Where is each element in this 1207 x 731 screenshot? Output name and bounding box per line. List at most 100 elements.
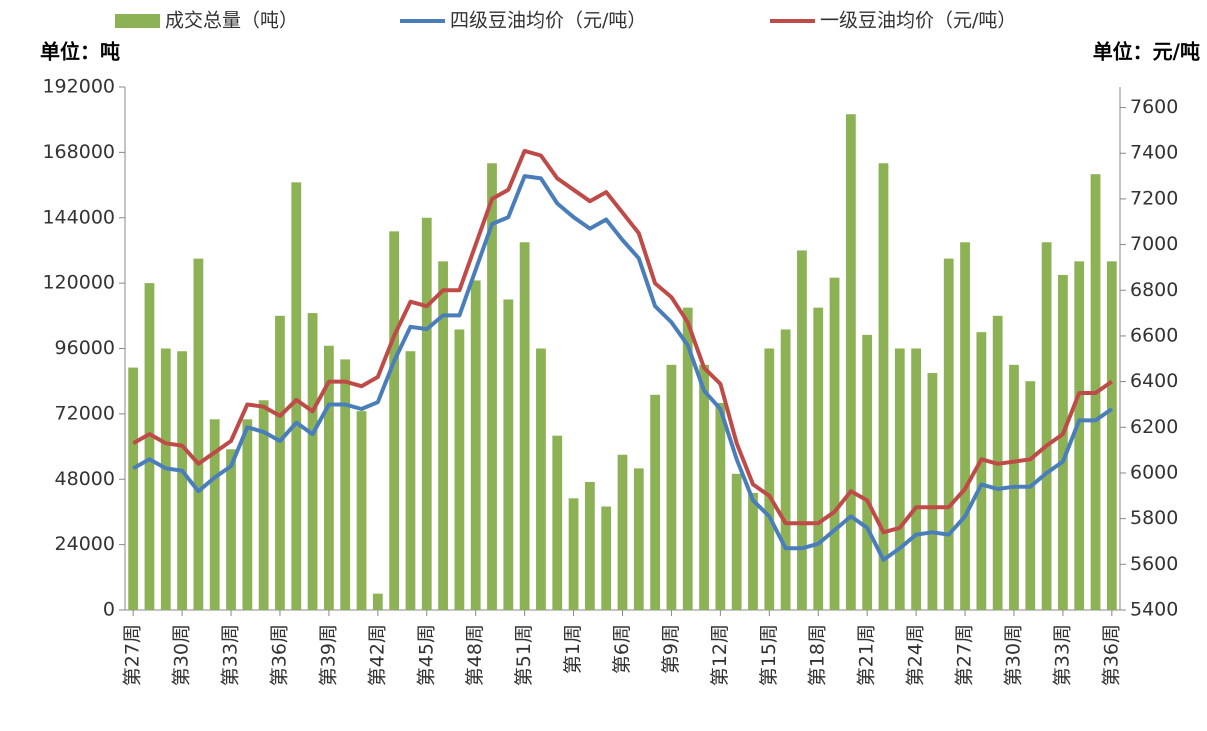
bar [160, 348, 171, 610]
y-tick-label: 72000 [55, 402, 115, 424]
y2-tick-label: 6600 [1130, 324, 1178, 346]
bar [226, 449, 236, 610]
x-tick-label: 第24周 [905, 624, 927, 686]
x-tick-label: 第51周 [513, 624, 535, 686]
bar [764, 348, 775, 610]
bar [731, 473, 742, 610]
bar [584, 481, 595, 610]
x-tick-label: 第27周 [954, 624, 976, 686]
x-tick-label: 第36周 [268, 624, 290, 686]
bar [356, 411, 367, 610]
y2-tick-label: 7200 [1130, 187, 1178, 209]
x-tick-label: 第21周 [856, 624, 878, 686]
y-tick-label: 96000 [55, 337, 115, 359]
bar [438, 261, 448, 610]
y2-tick-label: 7600 [1130, 96, 1178, 118]
x-tick-label: 第33周 [1051, 624, 1073, 686]
bar [943, 258, 954, 610]
bar [1074, 261, 1085, 610]
bar [699, 364, 709, 610]
bar [324, 345, 334, 610]
bar [470, 280, 481, 610]
line [132, 148, 1113, 535]
bar [927, 373, 938, 610]
bar [487, 163, 497, 611]
bar [878, 163, 889, 611]
bar [421, 217, 432, 610]
bar [405, 351, 416, 610]
bar [503, 299, 514, 610]
y2-tick-label: 6800 [1130, 279, 1178, 301]
y-tick-label: 0 [103, 599, 115, 621]
bar [682, 307, 693, 610]
bar [307, 313, 318, 610]
line [132, 174, 1113, 562]
bar [1041, 242, 1052, 610]
bar [845, 114, 856, 610]
bar [976, 332, 987, 610]
bar [1058, 274, 1068, 610]
legend-label: 一级豆油均价（元/吨） [820, 10, 1016, 32]
bar [633, 468, 644, 610]
x-tick-label: 第15周 [758, 624, 780, 686]
y-tick-label: 24000 [55, 533, 115, 555]
y2-tick-label: 7400 [1130, 142, 1178, 164]
bar [1025, 381, 1036, 610]
x-tick-label: 第45周 [415, 624, 437, 686]
x-tick-label: 第36周 [1100, 624, 1122, 686]
y2-tick-label: 5800 [1130, 507, 1178, 529]
x-tick-label: 第12周 [709, 624, 731, 686]
bar [552, 435, 563, 610]
y-tick-label: 48000 [55, 468, 115, 490]
y-tick-label: 192000 [42, 76, 115, 98]
bar [177, 351, 187, 610]
bar [666, 364, 677, 610]
legend-label: 四级豆油均价（元/吨） [450, 10, 646, 32]
x-tick-label: 第33周 [220, 624, 242, 686]
left-unit: 单位：吨 [40, 40, 120, 64]
bar [617, 454, 628, 610]
legend-swatch [115, 14, 160, 28]
bar [389, 231, 400, 610]
bar [454, 329, 465, 610]
bar [209, 419, 220, 610]
bar [340, 359, 351, 610]
bar [128, 367, 139, 610]
bar [193, 258, 204, 610]
bar [797, 250, 807, 610]
bar [715, 402, 726, 610]
y-tick-label: 120000 [42, 272, 115, 294]
y2-tick-label: 7000 [1130, 233, 1178, 255]
y-tick-label: 168000 [42, 141, 115, 163]
y2-tick-label: 5600 [1130, 553, 1178, 575]
y2-tick-label: 6200 [1130, 416, 1178, 438]
bar [650, 394, 661, 610]
y-tick-label: 144000 [42, 206, 115, 228]
bar [601, 506, 612, 610]
bar [813, 307, 824, 610]
y2-tick-label: 6400 [1130, 370, 1178, 392]
x-tick-label: 第1周 [562, 624, 584, 674]
bar [372, 593, 383, 610]
y2-tick-label: 5400 [1130, 599, 1178, 621]
bar [536, 348, 546, 610]
bar [242, 419, 253, 610]
y2-tick-label: 6000 [1130, 461, 1178, 483]
x-tick-label: 第9周 [660, 624, 682, 674]
bar [911, 348, 921, 610]
x-tick-label: 第6周 [611, 624, 633, 674]
bar [862, 334, 873, 610]
bar [258, 400, 269, 610]
x-tick-label: 第18周 [807, 624, 829, 686]
bar [568, 498, 579, 610]
bar [275, 315, 285, 610]
bar [960, 242, 970, 610]
x-tick-label: 第30周 [1002, 624, 1024, 686]
x-tick-label: 第42周 [366, 624, 388, 686]
x-tick-label: 第27周 [122, 624, 144, 686]
bar [519, 242, 530, 610]
bar [748, 492, 758, 610]
legend-label: 成交总量（吨） [165, 10, 298, 32]
bar [780, 329, 791, 610]
